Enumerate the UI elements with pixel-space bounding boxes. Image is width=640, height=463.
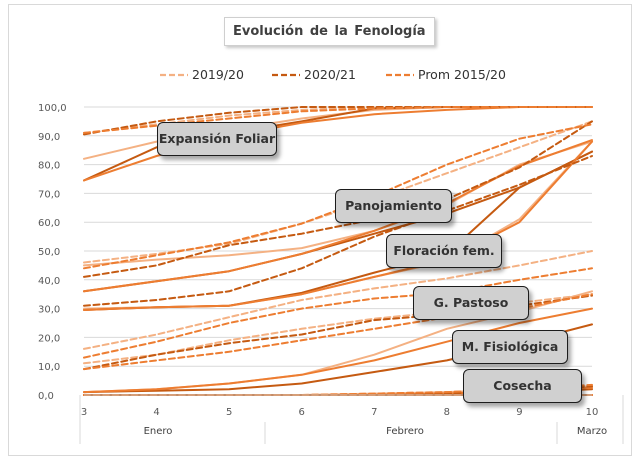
month-label: Febrero <box>386 426 424 437</box>
stage-label-expansion-foliar: Expansión Foliar <box>157 122 277 156</box>
series-line <box>83 140 593 311</box>
y-tick-label: 40,0 <box>38 276 60 287</box>
x-tick-label: 5 <box>226 407 232 418</box>
x-tick-label: 7 <box>371 407 377 418</box>
legend-label-2019-20: 2019/20 <box>192 67 244 82</box>
stage-label-floracion-fem: Floración fem. <box>386 234 502 268</box>
y-tick-label: 70,0 <box>38 189 60 200</box>
y-tick-label: 20,0 <box>38 333 60 344</box>
y-tick-label: 60,0 <box>38 218 60 229</box>
series-line <box>83 267 593 359</box>
series-line <box>83 250 593 350</box>
x-tick-label: 3 <box>81 407 87 418</box>
stage-label-panojamiento: Panojamiento <box>335 189 452 223</box>
series-line <box>83 155 593 307</box>
y-tick-label: 30,0 <box>38 305 60 316</box>
month-label: Enero <box>144 426 173 437</box>
y-tick-label: 100,0 <box>38 103 67 114</box>
y-tick-label: 0,0 <box>38 391 54 402</box>
legend-label-prom-2015-20: Prom 2015/20 <box>418 67 506 82</box>
series-line <box>83 307 593 394</box>
stage-group <box>83 140 593 359</box>
stage-label-g-pastoso: G. Pastoso <box>413 286 529 320</box>
x-tick-label: 6 <box>299 407 305 418</box>
chart-title: Evolución de la Fenología <box>224 17 435 46</box>
series-line <box>83 106 593 136</box>
x-tick-label: 9 <box>516 407 522 418</box>
y-tick-label: 50,0 <box>38 247 60 258</box>
axes: 0,0 10,0 20,0 30,0 40,0 50,0 60,0 70,0 80,0 90,0 1… <box>38 103 624 444</box>
y-tick-label: 90,0 <box>38 132 60 143</box>
stage-label-cosecha: Cosecha <box>463 369 582 403</box>
x-tick-label: 8 <box>444 407 450 418</box>
series-line <box>83 120 593 278</box>
stage-label-m-fisiologica: M. Fisiológica <box>452 330 568 364</box>
x-tick-label: 4 <box>153 407 159 418</box>
legend-swatch-prom-2015-20 <box>386 73 414 77</box>
y-tick-label: 80,0 <box>38 161 60 172</box>
x-tick-label: 10 <box>586 407 599 418</box>
y-tick-label: 10,0 <box>38 362 60 373</box>
month-label: Marzo <box>577 426 607 437</box>
legend-swatch-2020-21 <box>272 73 300 77</box>
legend-swatch-2019-20 <box>160 73 188 77</box>
legend-label-2020-21: 2020/21 <box>304 67 356 82</box>
